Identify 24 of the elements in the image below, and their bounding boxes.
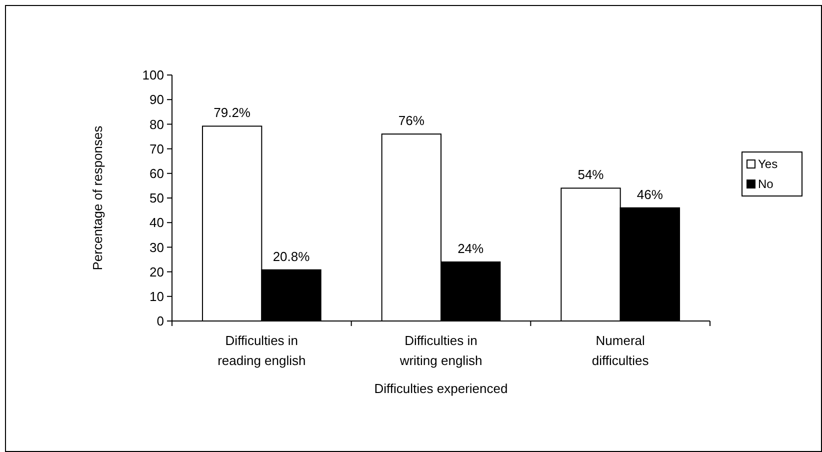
y-tick-label: 100: [142, 68, 164, 83]
x-tick-label: Numeral difficulties: [592, 333, 650, 368]
y-tick-label: 70: [150, 141, 164, 156]
x-tick-label: Difficulties in writing english: [398, 333, 482, 368]
x-tick-label: Difficulties in reading english: [218, 333, 306, 368]
y-tick-label: 60: [150, 166, 164, 181]
y-tick-label: 80: [150, 116, 164, 132]
legend-label: No: [758, 177, 774, 191]
y-tick-label: 50: [150, 190, 164, 206]
data-label: 46%: [636, 186, 664, 202]
legend-label: Yes: [758, 157, 778, 171]
x-axis-title: Difficulties experienced: [374, 381, 508, 396]
y-tick-label: 10: [150, 288, 164, 304]
data-label: 24%: [458, 240, 484, 256]
y-tick-label: 30: [150, 240, 164, 255]
y-tick-label: 20: [150, 264, 164, 280]
y-tick-label: 0: [156, 314, 164, 329]
y-tick-label: 90: [150, 92, 164, 108]
data-label: 79.2%: [214, 105, 251, 120]
data-label: 20.8%: [272, 248, 310, 264]
data-label: 76%: [398, 113, 425, 128]
y-axis-title: Percentage of responses: [90, 125, 105, 270]
y-tick-label: 40: [150, 215, 164, 230]
data-label: 54%: [578, 167, 604, 182]
